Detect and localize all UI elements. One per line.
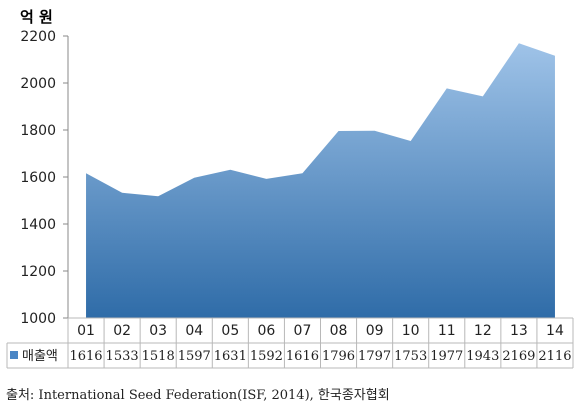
- x-tick-label: 11: [438, 323, 456, 339]
- y-tick-label: 2200: [20, 29, 56, 45]
- series-area: [86, 43, 555, 318]
- x-tick-label: 07: [294, 323, 312, 339]
- area-chart: 억 원 1000 1200 1400 1600 1800 2000 2200 매출액 01 02…: [6, 8, 574, 369]
- x-tick-label: 09: [366, 323, 384, 339]
- data-label: 1616: [286, 349, 319, 364]
- data-label: 2169: [502, 349, 535, 364]
- x-tick-label: 10: [402, 323, 420, 339]
- y-tick-label: 1800: [20, 123, 56, 139]
- y-tick-label: 1600: [20, 170, 56, 186]
- x-tick-label: 06: [257, 323, 275, 339]
- legend-marker: [10, 351, 18, 359]
- data-label: 1597: [178, 349, 211, 364]
- x-tick-label: 08: [330, 323, 348, 339]
- source-note: 출처: International Seed Federation(ISF, 2…: [6, 388, 390, 403]
- data-label: 1796: [322, 349, 355, 364]
- data-label: 1592: [250, 349, 283, 364]
- x-tick-label: 13: [510, 323, 528, 339]
- data-label: 1753: [394, 349, 427, 364]
- data-label: 1616: [69, 349, 102, 364]
- data-label: 1533: [106, 349, 139, 364]
- y-tick-label: 2000: [20, 76, 56, 92]
- data-label: 2116: [538, 349, 571, 364]
- x-tick-label: 12: [474, 323, 492, 339]
- data-label: 1518: [142, 349, 175, 364]
- data-label: 1631: [214, 349, 247, 364]
- y-tick-label: 1000: [20, 311, 56, 327]
- x-tick-label: 14: [546, 323, 564, 339]
- unit-label: 억 원: [20, 8, 53, 26]
- x-tick-label: 04: [185, 323, 203, 339]
- data-label: 1977: [430, 349, 463, 364]
- legend-series-name: 매출액: [22, 349, 58, 364]
- x-tick-label: 01: [77, 323, 95, 339]
- data-label: 1943: [466, 349, 499, 364]
- y-tick-label: 1400: [20, 217, 56, 233]
- x-tick-label: 05: [221, 323, 239, 339]
- data-label: 1797: [358, 349, 391, 364]
- x-tick-label: 02: [113, 323, 131, 339]
- x-tick-label: 03: [149, 323, 167, 339]
- y-tick-label: 1200: [20, 264, 56, 280]
- y-axis: 1000 1200 1400 1600 1800 2000 2200: [20, 29, 69, 327]
